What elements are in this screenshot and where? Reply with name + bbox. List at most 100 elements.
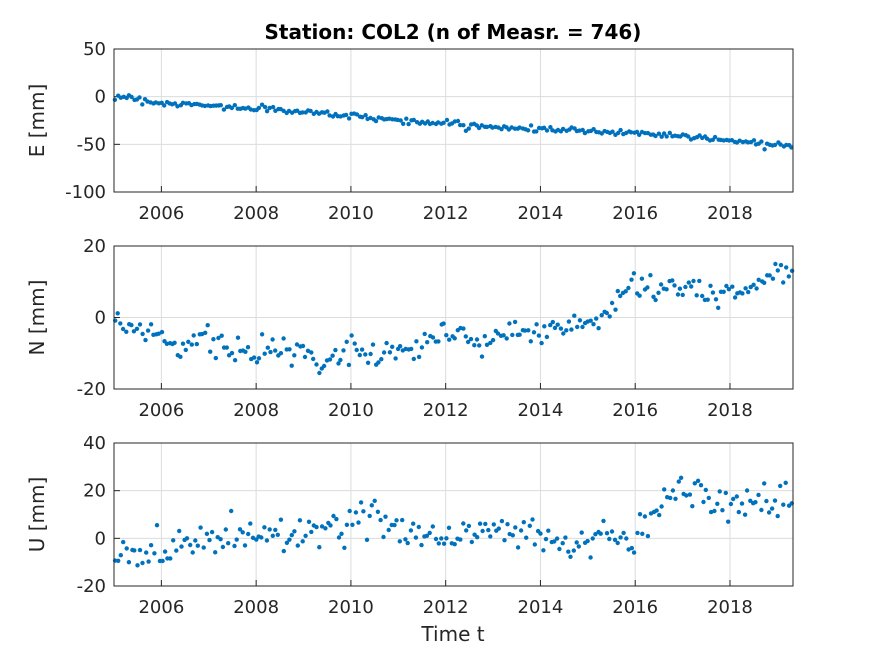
data-point bbox=[116, 558, 121, 563]
data-point bbox=[223, 527, 228, 532]
data-point bbox=[179, 544, 184, 549]
data-point bbox=[575, 324, 580, 330]
data-point bbox=[637, 512, 643, 517]
data-point bbox=[370, 342, 376, 347]
data-point bbox=[566, 319, 572, 324]
data-point bbox=[677, 286, 683, 291]
data-point bbox=[680, 292, 685, 298]
data-point bbox=[300, 539, 305, 544]
data-point bbox=[560, 541, 565, 546]
data-point bbox=[430, 120, 435, 126]
data-point bbox=[568, 554, 573, 559]
data-point bbox=[256, 105, 262, 111]
data-point bbox=[505, 522, 510, 527]
data-point bbox=[246, 531, 251, 537]
data-point bbox=[205, 323, 210, 328]
data-point bbox=[510, 533, 515, 538]
data-point bbox=[393, 356, 398, 361]
data-point bbox=[129, 94, 134, 100]
data-point bbox=[115, 311, 120, 316]
data-point bbox=[691, 278, 696, 284]
data-point bbox=[226, 541, 231, 546]
data-point bbox=[686, 280, 691, 285]
data-point bbox=[455, 118, 461, 124]
data-point bbox=[667, 130, 672, 136]
data-point bbox=[251, 355, 257, 360]
data-point bbox=[237, 527, 243, 532]
data-point bbox=[571, 548, 576, 553]
data-point bbox=[512, 319, 518, 325]
data-point bbox=[645, 285, 650, 290]
data-point bbox=[262, 525, 267, 530]
data-point bbox=[656, 131, 662, 136]
data-point bbox=[739, 501, 745, 506]
data-point bbox=[363, 352, 368, 357]
data-point bbox=[273, 527, 278, 533]
data-point bbox=[486, 527, 491, 533]
data-point bbox=[773, 261, 778, 267]
data-point bbox=[446, 525, 452, 530]
data-point bbox=[194, 341, 199, 347]
subplot-east: 2006 2008 2010 2012 2014 2016 2018 50 0 -50 -100 E … bbox=[25, 39, 794, 224]
data-point bbox=[609, 300, 615, 306]
data-point bbox=[517, 332, 522, 337]
data-point bbox=[472, 343, 477, 348]
data-point bbox=[673, 496, 678, 501]
data-point bbox=[724, 283, 729, 289]
data-point bbox=[546, 528, 551, 533]
data-point bbox=[156, 331, 161, 336]
data-point bbox=[372, 498, 377, 503]
data-point bbox=[612, 537, 618, 542]
data-point bbox=[289, 532, 294, 538]
data-point bbox=[582, 130, 588, 136]
data-point bbox=[563, 535, 568, 540]
data-point bbox=[543, 536, 549, 542]
data-point bbox=[708, 283, 713, 288]
data-point bbox=[629, 545, 634, 551]
data-point bbox=[748, 498, 753, 503]
data-point bbox=[762, 481, 767, 486]
data-point bbox=[590, 536, 595, 541]
data-point bbox=[314, 362, 319, 367]
data-point bbox=[770, 276, 776, 281]
y-axis-label-north: N [mm] bbox=[25, 280, 49, 356]
data-point bbox=[219, 333, 224, 338]
data-point bbox=[629, 277, 634, 282]
x-tick-label: 2012 bbox=[423, 400, 469, 421]
data-point bbox=[314, 524, 319, 530]
data-point bbox=[698, 483, 704, 488]
y-axis-label-east: E [mm] bbox=[25, 84, 49, 158]
data-point bbox=[207, 537, 212, 543]
data-point bbox=[317, 545, 322, 550]
data-point bbox=[229, 105, 234, 111]
data-point bbox=[406, 121, 411, 127]
x-tick-label: 2010 bbox=[328, 597, 374, 618]
data-point bbox=[172, 101, 178, 106]
data-point bbox=[309, 529, 314, 535]
data-point bbox=[458, 537, 463, 542]
data-point bbox=[349, 333, 354, 338]
data-point bbox=[278, 351, 284, 356]
data-point bbox=[659, 134, 664, 139]
data-point bbox=[278, 517, 284, 522]
data-point bbox=[601, 518, 606, 524]
x-tick-label: 2006 bbox=[138, 400, 184, 421]
data-point bbox=[414, 339, 419, 344]
data-point bbox=[135, 563, 140, 568]
data-point bbox=[541, 125, 547, 130]
data-point bbox=[759, 507, 764, 513]
data-point bbox=[191, 333, 196, 338]
data-point bbox=[579, 530, 584, 535]
data-point bbox=[538, 531, 543, 536]
data-point bbox=[306, 519, 312, 524]
data-point bbox=[174, 548, 179, 553]
data-point bbox=[645, 533, 651, 539]
data-point bbox=[560, 126, 566, 132]
data-point bbox=[564, 328, 569, 333]
data-point bbox=[717, 489, 722, 494]
data-point bbox=[713, 297, 719, 302]
data-point bbox=[637, 293, 642, 298]
data-point bbox=[144, 550, 149, 555]
data-point bbox=[232, 358, 238, 363]
